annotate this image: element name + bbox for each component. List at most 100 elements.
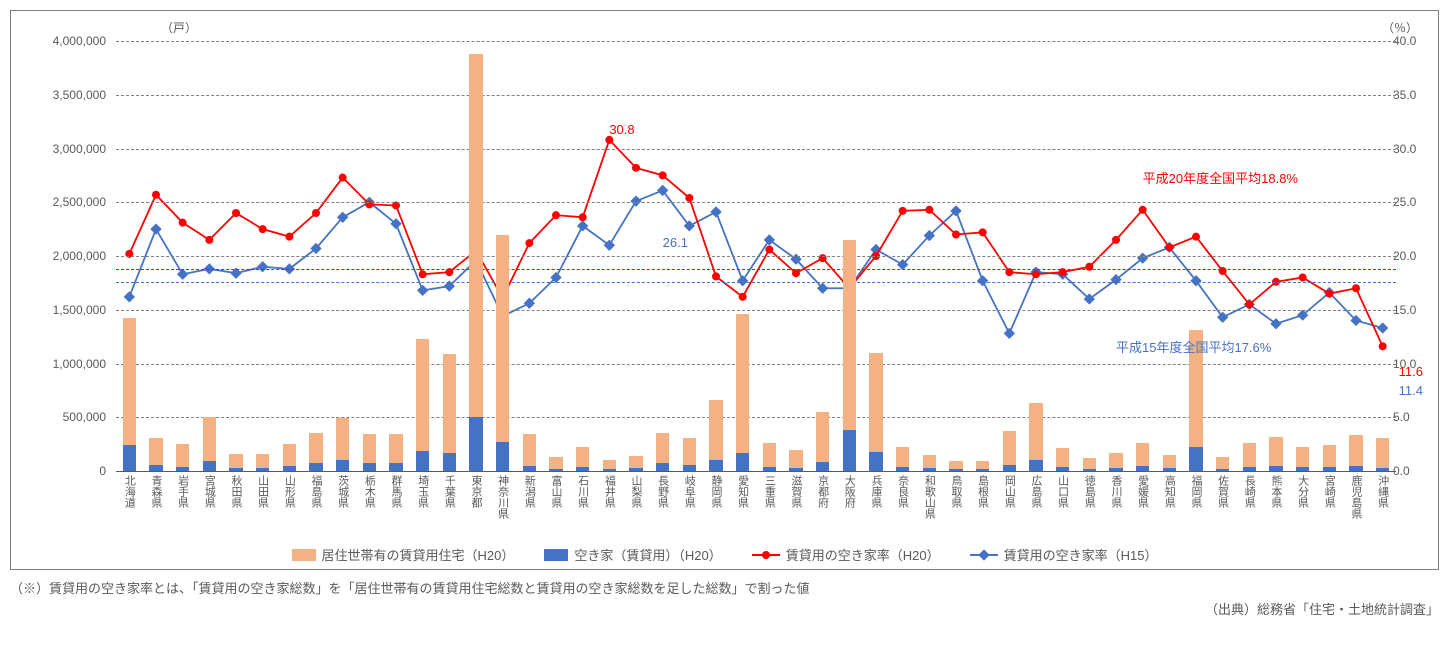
annotation: 平成20年度全国平均18.8%	[1143, 168, 1298, 187]
bar-occupied	[736, 314, 749, 453]
bar-occupied	[976, 461, 989, 470]
bar-occupied	[576, 447, 589, 466]
x-label: 兵庫県	[868, 475, 884, 508]
bar-vacant	[656, 463, 669, 471]
bar-occupied	[1109, 453, 1122, 468]
x-label: 神奈川県	[495, 475, 511, 519]
legend-item: 賃貸用の空き家率（H20）	[752, 545, 940, 564]
bar-occupied	[843, 240, 856, 430]
bar-vacant	[496, 442, 509, 471]
bar-occupied	[123, 318, 136, 445]
x-label: 山田県	[255, 475, 271, 508]
bar-occupied	[336, 418, 349, 460]
x-label: 岩手県	[175, 475, 191, 508]
bar-vacant	[416, 451, 429, 471]
gridline	[116, 364, 1396, 365]
bar-occupied	[656, 433, 669, 463]
bar-occupied	[203, 417, 216, 461]
x-label: 熊本県	[1268, 475, 1284, 508]
bar-vacant	[123, 445, 136, 471]
x-label: 長崎県	[1241, 475, 1257, 508]
x-label: 沖縄県	[1375, 475, 1391, 508]
gridline	[116, 41, 1396, 42]
bar-occupied	[869, 353, 882, 452]
bar-occupied	[1216, 457, 1229, 469]
ref-line	[116, 282, 1396, 283]
bar-vacant	[816, 462, 829, 471]
bar-occupied	[683, 438, 696, 465]
note: （※）賃貸用の空き家率とは、「賃貸用の空き家総数」を「居住世帯有の賃貸用住宅総数…	[10, 578, 1439, 597]
x-label: 高知県	[1161, 475, 1177, 508]
annotation: 26.1	[663, 235, 688, 250]
bar-occupied	[1136, 443, 1149, 466]
annotation: 平成15年度全国平均17.6%	[1116, 337, 1271, 356]
x-label: 静岡県	[708, 475, 724, 508]
x-label: 宮崎県	[1321, 475, 1337, 508]
y-tick-right: 25.0	[1393, 195, 1416, 209]
y-tick-left: 0	[99, 464, 106, 478]
x-label: 東京都	[468, 475, 484, 508]
x-label: 島根県	[975, 475, 991, 508]
x-label: 佐賀県	[1215, 475, 1231, 508]
bar-occupied	[1056, 448, 1069, 467]
bar-vacant	[709, 460, 722, 471]
bar-occupied	[256, 454, 269, 468]
legend-item: 居住世帯有の賃貸用住宅（H20）	[292, 545, 515, 564]
bar-vacant	[469, 417, 482, 471]
x-label: 広島県	[1028, 475, 1044, 508]
gridline	[116, 256, 1396, 257]
bar-vacant	[736, 453, 749, 471]
x-label: 富山県	[548, 475, 564, 508]
bar-occupied	[363, 434, 376, 463]
bar-occupied	[816, 412, 829, 463]
x-label: 愛媛県	[1135, 475, 1151, 508]
annotation: 30.8	[609, 122, 634, 137]
x-label: 徳島県	[1081, 475, 1097, 508]
bar-occupied	[1323, 445, 1336, 468]
bar-occupied	[176, 444, 189, 467]
bar-occupied	[896, 447, 909, 466]
bar-vacant	[336, 460, 349, 471]
x-label: 山口県	[1055, 475, 1071, 508]
y-tick-left: 500,000	[63, 410, 106, 424]
bar-occupied	[283, 444, 296, 466]
legend-item: 賃貸用の空き家率（H15）	[970, 545, 1158, 564]
bar-occupied	[709, 400, 722, 460]
x-label: 奈良県	[895, 475, 911, 508]
bar-occupied	[949, 461, 962, 470]
bar-occupied	[1029, 403, 1042, 460]
x-label: 愛知県	[735, 475, 751, 508]
y-tick-right: 30.0	[1393, 142, 1416, 156]
legend-item: 空き家（賃貸用）（H20）	[544, 545, 721, 564]
bar-vacant	[869, 452, 882, 471]
x-label: 香川県	[1108, 475, 1124, 508]
bar-occupied	[309, 433, 322, 463]
bar-occupied	[1243, 443, 1256, 468]
gridline	[116, 95, 1396, 96]
x-label: 三重県	[761, 475, 777, 508]
bar-occupied	[1376, 438, 1389, 468]
y-tick-left: 3,000,000	[53, 142, 106, 156]
y-tick-right: 15.0	[1393, 303, 1416, 317]
y-tick-right: 35.0	[1393, 88, 1416, 102]
annotation: 11.6	[1399, 364, 1423, 379]
x-label: 山形県	[281, 475, 297, 508]
x-label: 大阪府	[841, 475, 857, 508]
bar-occupied	[523, 434, 536, 465]
x-label: 青森県	[148, 475, 164, 508]
bar-occupied	[1003, 431, 1016, 464]
bar-occupied	[923, 455, 936, 468]
bar-vacant	[1189, 447, 1202, 471]
x-label: 岡山県	[1001, 475, 1017, 508]
x-label: 秋田県	[228, 475, 244, 508]
x-label: 大分県	[1295, 475, 1311, 508]
x-label: 長野県	[655, 475, 671, 508]
gridline	[116, 310, 1396, 311]
x-label: 鹿児島県	[1348, 475, 1364, 519]
x-label: 北海道	[121, 475, 137, 508]
source: （出典）総務省「住宅・土地統計調査」	[10, 599, 1439, 618]
bar-vacant	[363, 463, 376, 471]
y-tick-right: 20.0	[1393, 249, 1416, 263]
x-label: 岐阜県	[681, 475, 697, 508]
y-tick-left: 2,500,000	[53, 195, 106, 209]
